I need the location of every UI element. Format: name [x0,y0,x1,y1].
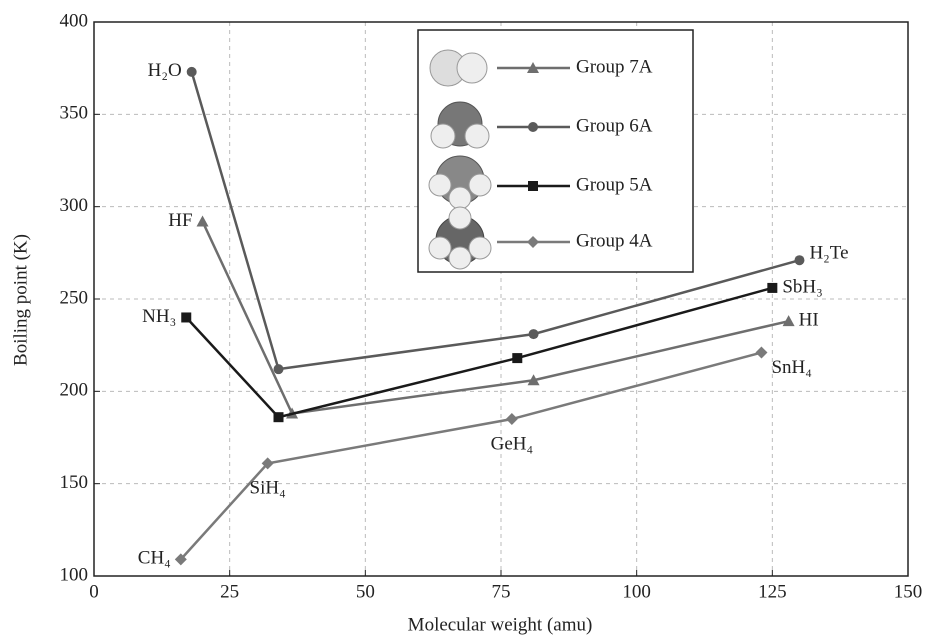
legend-label: Group 4A [576,230,653,251]
x-axis-label: Molecular weight (amu) [408,614,593,635]
legend-box [417,29,694,273]
y-axis-label: Boiling point (K) [10,234,31,366]
point-label: HI [799,310,819,331]
y-tick-label: 250 [60,287,89,308]
point-label: CH₄ [138,548,171,569]
point [273,364,284,375]
series-line [179,351,762,561]
legend-label: Group 7A [576,56,653,77]
legend-marker [528,181,538,191]
point [505,413,518,426]
legend-marker [527,62,539,73]
x-tick-label: 125 [758,581,787,602]
point-label: HF [168,210,192,231]
x-tick-label: 50 [356,581,375,602]
x-tick-label: 150 [894,581,923,602]
point-label: SnH₄ [771,357,811,378]
x-tick-label: 75 [492,581,511,602]
point [181,312,192,323]
y-tick-label: 200 [60,380,89,401]
legend-label: Group 5A [576,174,653,195]
point-label: H₂Te [809,243,848,264]
point-label: H₂O [148,60,182,81]
point-label: SbH₃ [782,276,822,297]
point-label: SiH₄ [250,478,286,499]
point [196,215,209,227]
x-tick-label: 25 [220,581,239,602]
molecule-icon [428,206,492,270]
molecule-icon [429,49,488,87]
series-line [190,71,800,371]
x-tick-label: 0 [89,581,99,602]
legend-marker [527,236,539,248]
molecule-icon [430,101,490,149]
point [174,553,187,566]
legend-label: Group 6A [576,115,653,136]
x-tick-label: 100 [622,581,651,602]
y-tick-label: 350 [60,103,89,124]
molecule-icon [428,155,492,210]
y-tick-label: 400 [60,10,89,31]
point [527,374,540,386]
y-tick-label: 150 [60,472,89,493]
legend-marker [528,122,538,132]
point [186,66,197,77]
point-label: NH₃ [142,306,176,327]
y-tick-label: 300 [60,195,89,216]
series-line [185,286,773,419]
point [512,353,523,364]
point-label: GeH₄ [491,433,534,454]
point [528,329,539,340]
point [794,255,805,266]
series-line [201,220,789,415]
point [767,282,778,293]
point [261,457,274,470]
point [782,315,795,327]
y-tick-label: 100 [60,564,89,585]
point [273,412,284,423]
point [755,346,768,359]
